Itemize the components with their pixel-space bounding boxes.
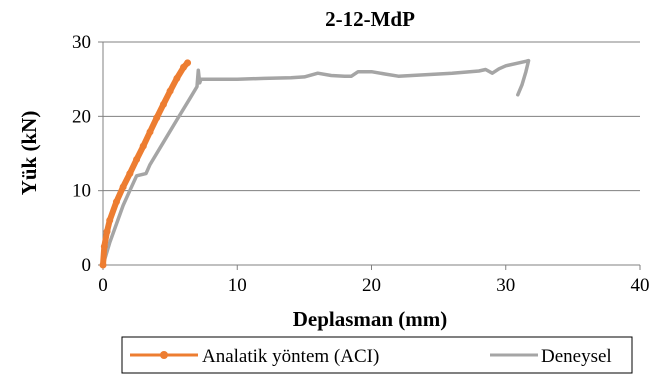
y-tick-label: 20 (72, 106, 91, 127)
data-point-analatik (119, 183, 127, 191)
data-point-analatik (166, 87, 174, 95)
y-tick-label: 30 (72, 32, 91, 53)
data-point-analatik (106, 216, 114, 224)
data-point-analatik (112, 198, 120, 206)
data-point-analatik (133, 155, 141, 163)
legend-label-analatik: Analatik yöntem (ACI) (202, 346, 379, 367)
x-tick-label: 40 (631, 275, 650, 296)
x-tick-label: 30 (496, 275, 515, 296)
chart-title: 2-12-MdP (325, 7, 415, 31)
x-tick-label: 20 (362, 275, 381, 296)
series-line-deneysel (101, 58, 531, 267)
legend: Analatik yöntem (ACI) Deneysel (121, 336, 633, 374)
legend-frame (121, 336, 633, 374)
legend-label-deneysel: Deneysel (541, 346, 612, 367)
tick-labels: 0 10 20 30 0 10 20 30 40 (72, 32, 650, 296)
data-point-analatik (126, 170, 134, 178)
data-point-analatik (146, 128, 154, 136)
data-point-analatik (139, 142, 147, 150)
data-point-analatik (159, 100, 167, 108)
legend-marker-analatik (160, 351, 168, 359)
data-point-analatik (173, 74, 181, 82)
axes (98, 41, 641, 270)
y-axis-title: Yük (kN) (17, 111, 41, 196)
series-layer (99, 58, 531, 269)
series-line-analatik (100, 59, 191, 268)
data-point-analatik (100, 242, 108, 250)
data-point-analatik (180, 63, 188, 71)
data-point-analatik (153, 114, 161, 122)
y-tick-label: 0 (82, 255, 92, 276)
x-axis-title: Deplasman (mm) (293, 307, 448, 331)
data-point-analatik (184, 59, 192, 67)
x-tick-label: 0 (98, 275, 108, 296)
data-point-analatik (99, 261, 107, 269)
y-tick-label: 10 (72, 181, 91, 202)
gridlines (103, 41, 640, 192)
x-tick-label: 10 (228, 275, 247, 296)
data-point-analatik (103, 228, 111, 236)
